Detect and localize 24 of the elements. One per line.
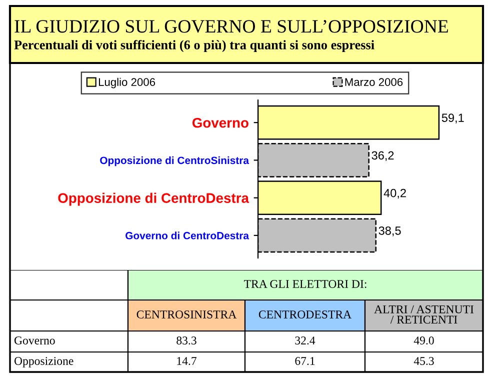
category-label: CENTRODESTRA <box>258 310 352 318</box>
text: 32.4 <box>295 336 316 345</box>
chart-subtitle: Percentuali di voti sufficienti (6 o più) tra quanti si sono espressi <box>14 40 374 52</box>
text: 49.0 <box>414 336 434 345</box>
legend-label: Luglio 2006 <box>98 78 156 88</box>
category-label: Governo <box>14 336 55 344</box>
text: 14.7 <box>177 357 196 366</box>
data-label: 38,5 <box>378 226 401 236</box>
y-tick-label: Opposizione di CentroSinistra <box>100 156 250 166</box>
data-label: 59,1 <box>442 114 464 124</box>
text: 67.1 <box>295 357 315 366</box>
text: TRA GLI ELETTORI DI: <box>244 280 366 288</box>
legend-label: Marzo 2006 <box>345 78 403 86</box>
data-label: 36,2 <box>372 151 394 161</box>
chart-title: IL GIUDIZIO SUL GOVERNO E SULL’OPPOSIZIONE <box>14 20 448 33</box>
category-label: ALTRI / ASTENUTI / RETICENTI <box>374 305 474 324</box>
data-label: 40,2 <box>384 188 406 199</box>
y-tick-label: Governo di CentroDestra <box>126 232 250 240</box>
y-tick-label: Opposizione di CentroDestra <box>58 192 250 206</box>
text: 83.3 <box>176 336 196 345</box>
text: 45.3 <box>414 357 434 366</box>
y-tick-label: Governo <box>192 118 248 128</box>
category-label: CENTROSINISTRA <box>136 310 237 318</box>
category-label: Opposizione <box>14 357 74 368</box>
